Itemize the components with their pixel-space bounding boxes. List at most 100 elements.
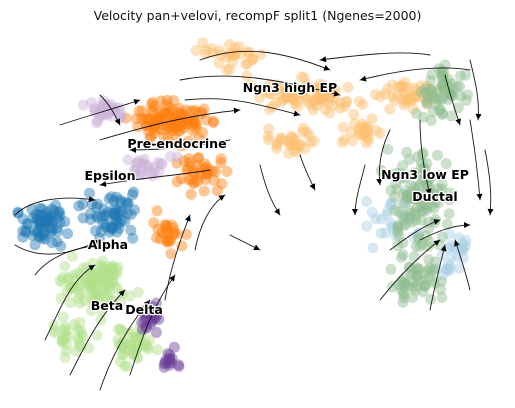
streamline: [320, 53, 430, 60]
cell-point: [176, 121, 187, 132]
cell-point: [136, 113, 147, 124]
cell-point: [398, 87, 409, 98]
cell-point: [74, 336, 85, 347]
cluster-label: Ngn3 low EP: [381, 167, 469, 182]
cell-point: [435, 104, 446, 115]
cluster-label: Pre-endocrine: [127, 136, 226, 151]
cell-point: [276, 132, 287, 143]
cluster-label: Beta: [91, 298, 123, 313]
cell-point: [172, 176, 183, 187]
cell-point: [460, 70, 471, 81]
cell-point: [396, 252, 407, 263]
cell-point: [85, 214, 96, 225]
cell-point: [208, 116, 219, 127]
cell-point: [380, 88, 391, 99]
cell-point: [112, 227, 123, 238]
cell-point: [159, 219, 170, 230]
cell-point: [154, 106, 165, 117]
cell-point: [428, 264, 439, 275]
cell-point: [57, 337, 68, 348]
cell-point: [244, 47, 255, 58]
streamline-arrow: [133, 99, 140, 105]
cell-point: [148, 122, 159, 133]
cell-point: [117, 207, 128, 218]
cell-point: [263, 134, 274, 145]
cell-point: [150, 162, 161, 173]
cell-point: [414, 241, 425, 252]
cell-point: [44, 222, 55, 233]
cell-point: [91, 202, 102, 213]
cluster-label: Ductal: [412, 189, 457, 204]
cell-point: [78, 100, 89, 111]
cell-point: [432, 150, 443, 161]
cell-point: [151, 232, 162, 243]
cell-point: [425, 294, 436, 305]
cell-point: [430, 94, 441, 105]
cell-point: [425, 84, 436, 95]
cell-point: [423, 223, 434, 234]
cluster-label: Epsilon: [85, 168, 136, 183]
cell-point: [106, 278, 117, 289]
cell-point: [392, 226, 403, 237]
cell-point: [193, 152, 204, 163]
cell-point: [163, 236, 174, 247]
cell-point: [165, 106, 176, 117]
cluster-label: Alpha: [88, 237, 128, 252]
cell-point: [164, 350, 175, 361]
streamline-arrow: [464, 222, 470, 228]
cell-point: [411, 281, 422, 292]
cell-point: [360, 128, 371, 139]
cell-point: [70, 275, 81, 286]
cell-point: [18, 214, 29, 225]
cell-point: [410, 215, 421, 226]
cell-point: [454, 81, 465, 92]
streamline: [260, 165, 280, 215]
cell-point: [367, 243, 378, 254]
cell-point: [119, 361, 130, 372]
streamline: [485, 150, 491, 215]
cell-point: [69, 319, 80, 330]
cluster-label: Delta: [125, 302, 163, 317]
cell-point: [263, 123, 274, 134]
cell-point: [367, 207, 378, 218]
cell-point: [100, 221, 111, 232]
cell-point: [45, 210, 56, 221]
cell-point: [222, 166, 233, 177]
streamline-arrow: [477, 194, 483, 200]
cell-point: [127, 189, 138, 200]
cell-point: [118, 338, 129, 349]
cell-point: [67, 251, 78, 262]
cell-point: [233, 41, 244, 52]
cell-point: [411, 108, 422, 119]
cell-point: [196, 108, 207, 119]
cell-point: [132, 353, 143, 364]
cell-point: [361, 196, 372, 207]
cell-point: [376, 213, 387, 224]
cluster-label: Ngn3 high EP: [243, 80, 337, 95]
streamline-arrow: [455, 118, 461, 125]
streamline: [355, 165, 365, 215]
cell-point: [393, 279, 404, 290]
cell-point: [172, 152, 183, 163]
cell-point: [444, 208, 455, 219]
cell-point: [348, 109, 359, 120]
cell-point: [83, 343, 94, 354]
cell-point: [380, 228, 391, 239]
cell-point: [152, 344, 163, 355]
cell-point: [163, 123, 174, 134]
cell-point: [186, 189, 197, 200]
cell-point: [338, 122, 349, 133]
cell-point: [176, 241, 187, 252]
cell-point: [389, 191, 400, 202]
cell-point: [201, 44, 212, 55]
cell-point: [152, 205, 163, 216]
cell-point: [370, 89, 381, 100]
cell-point: [127, 233, 138, 244]
cell-point: [384, 104, 395, 115]
cell-point: [29, 225, 40, 236]
cell-point: [77, 199, 88, 210]
streamline: [470, 60, 478, 120]
cell-point: [115, 195, 126, 206]
cell-point: [309, 136, 320, 147]
